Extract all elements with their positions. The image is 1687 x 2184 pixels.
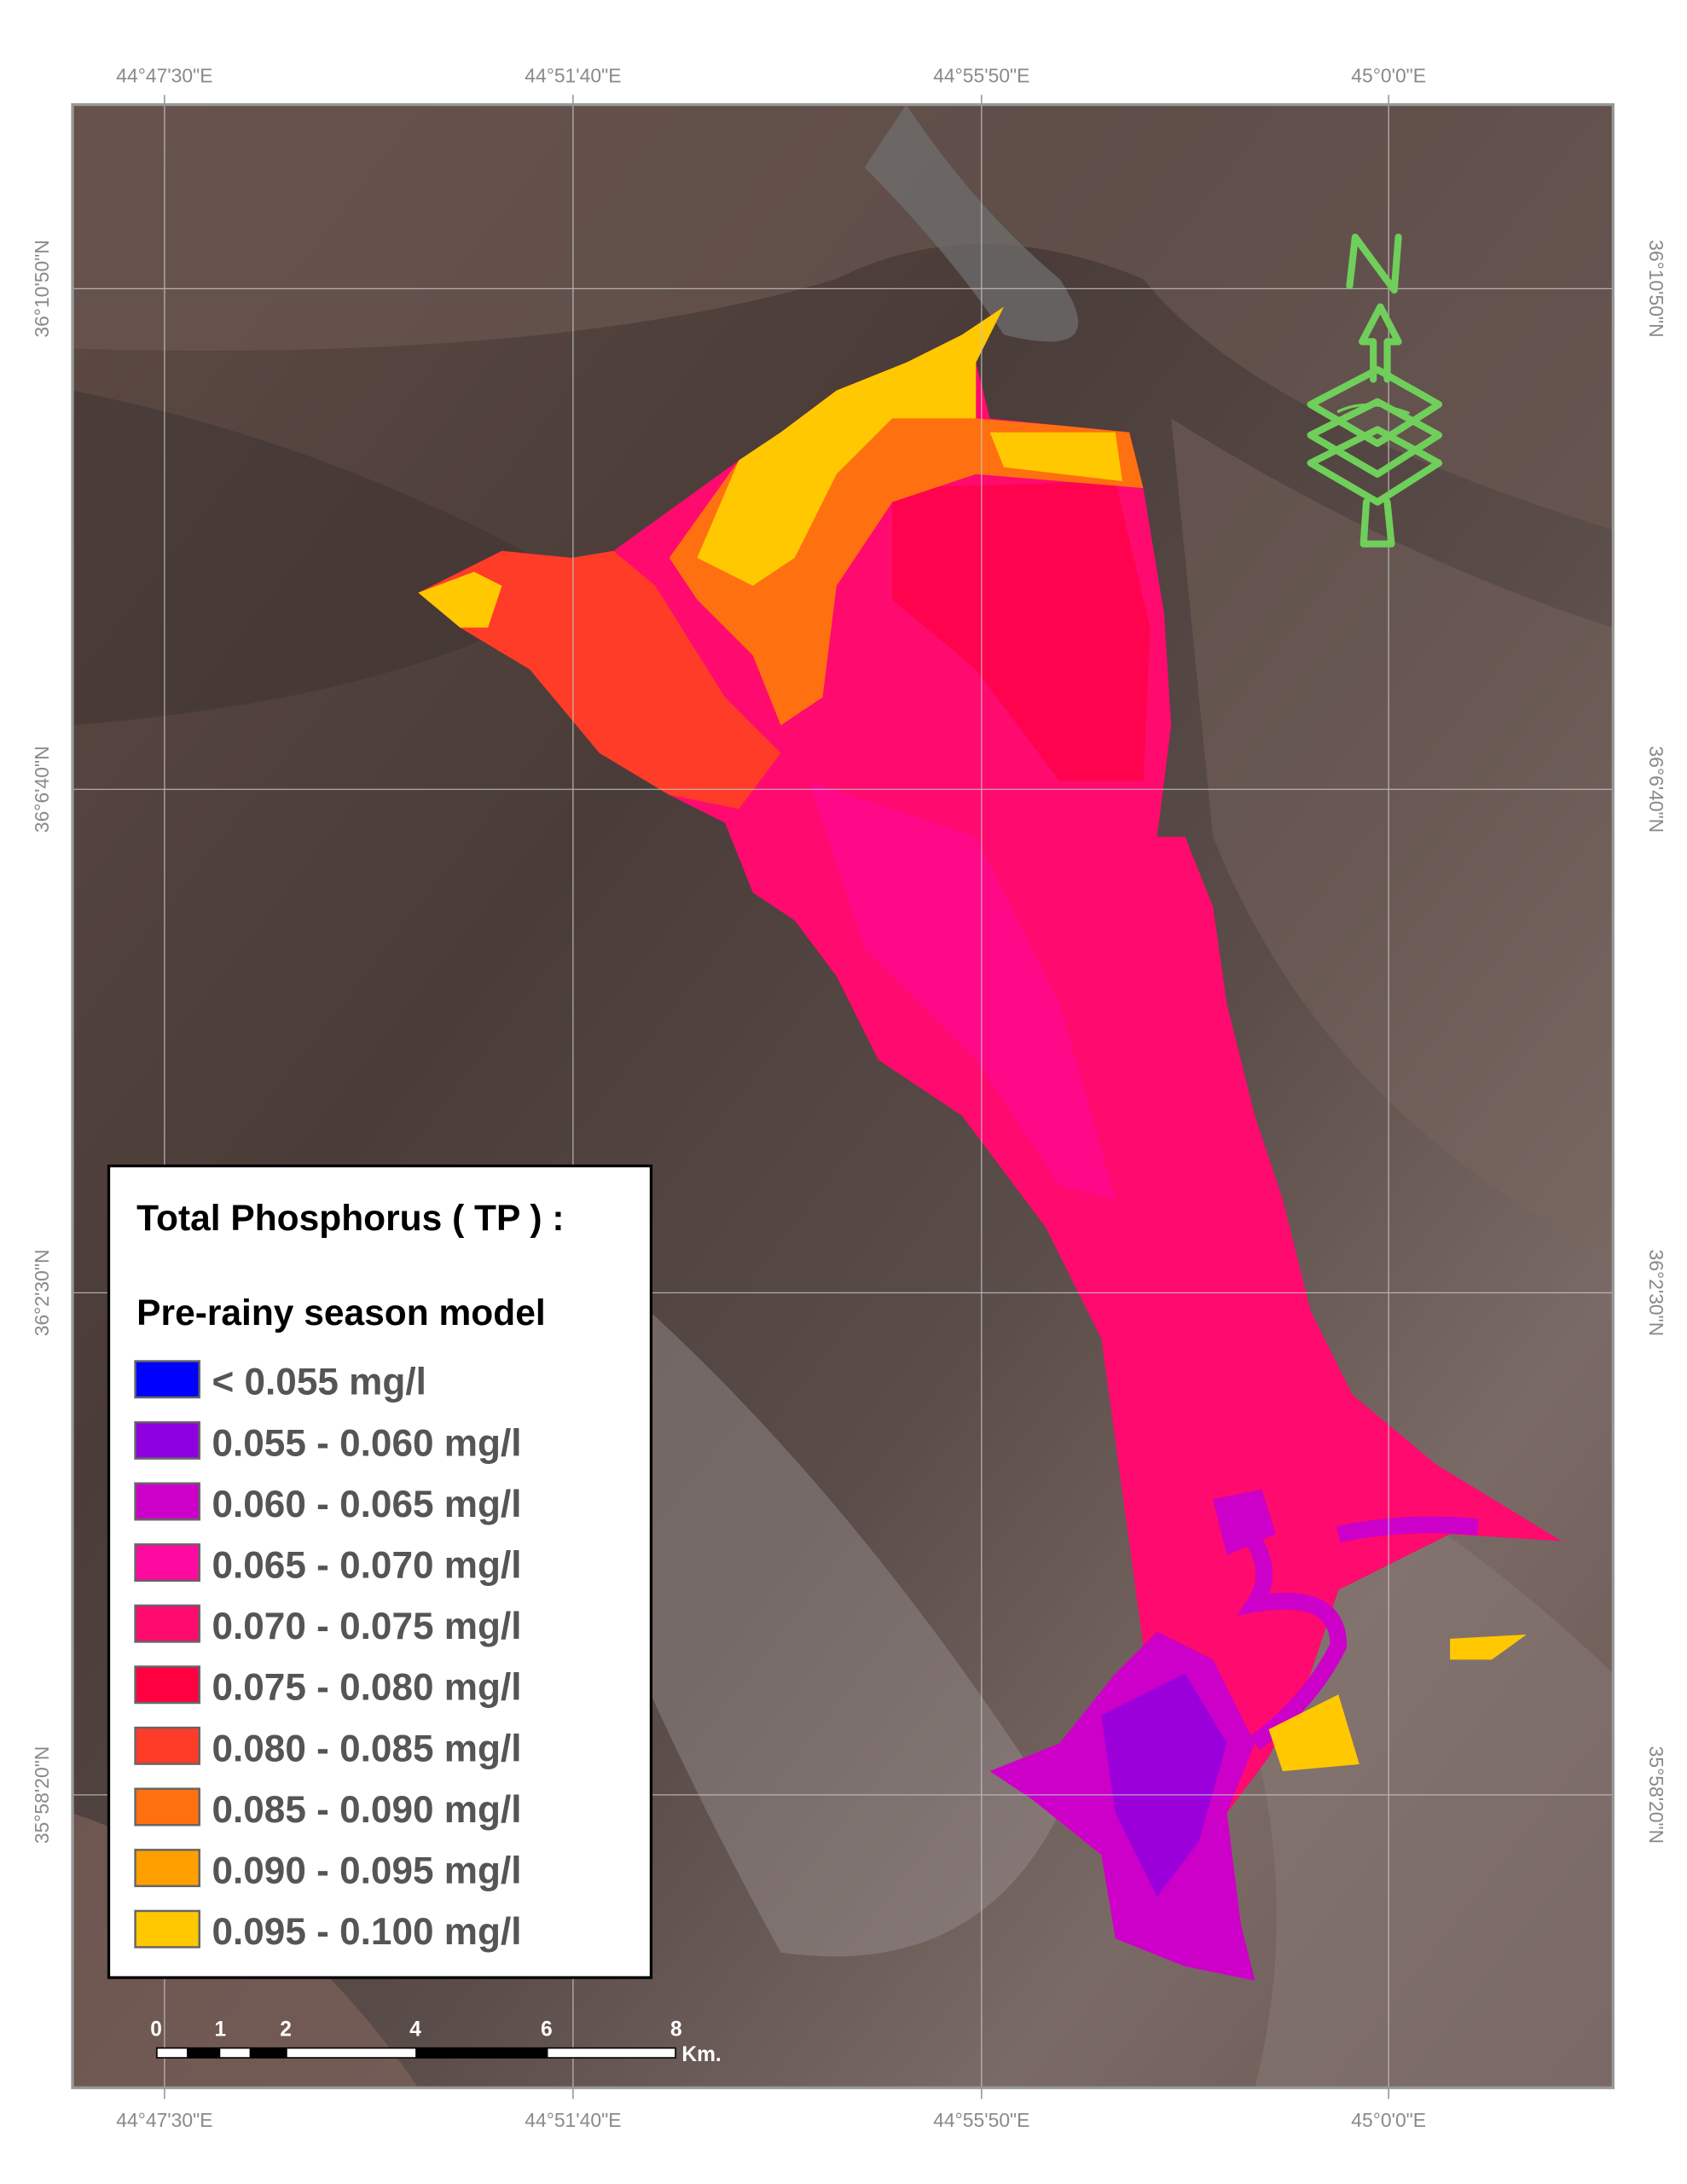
- lake-class-0.075-0.080: [892, 480, 1151, 781]
- legend-swatch: [134, 1482, 200, 1521]
- legend-subtitle: Pre-rainy season model: [136, 1293, 545, 1333]
- legend-item: 0.090 - 0.095 mg/l: [134, 1849, 522, 1892]
- map-frame: [71, 102, 1615, 2089]
- top-longitude-labels: 44°47'30"E 44°51'40"E 44°55'50"E 45°0'0"…: [116, 64, 1426, 86]
- legend-swatch: [134, 1787, 200, 1827]
- lake-class-0.060-0.065-river: [1220, 1500, 1479, 1751]
- legend-swatch: [134, 1665, 200, 1705]
- right-latitude-labels: 36°10'50"N 36°6'40"N 36°2'30"N 35°58'20"…: [1645, 240, 1667, 1844]
- scale-unit: Km.: [681, 2043, 721, 2066]
- legend-item: 0.080 - 0.085 mg/l: [134, 1726, 522, 1769]
- legend-label: < 0.055 mg/l: [212, 1362, 426, 1403]
- legend-label: 0.065 - 0.070 mg/l: [212, 1545, 521, 1587]
- latitude-label: 36°10'50"N: [1645, 240, 1667, 338]
- legend-item: 0.060 - 0.065 mg/l: [134, 1482, 522, 1525]
- scale-tick-label: 6: [541, 2018, 553, 2042]
- legend-swatch: [134, 1420, 200, 1460]
- latitude-label: 36°6'40"N: [1645, 746, 1667, 833]
- latitude-label: 35°58'20"N: [1645, 1746, 1667, 1844]
- left-latitude-labels: 36°10'50"N 36°6'40"N 36°2'30"N 35°58'20"…: [31, 240, 53, 1844]
- legend-swatch: [134, 1360, 200, 1399]
- legend-label: 0.055 - 0.060 mg/l: [212, 1422, 521, 1464]
- lake-class-0.095-0.100-southeast: [1268, 1634, 1528, 1772]
- legend-label: 0.070 - 0.075 mg/l: [212, 1606, 521, 1647]
- scale-tick-label: 1: [214, 2018, 226, 2042]
- longitude-label: 45°0'0"E: [1351, 64, 1426, 86]
- frame-ticks: [164, 95, 1389, 2100]
- longitude-label: 45°0'0"E: [1351, 2109, 1426, 2131]
- legend-item: 0.075 - 0.080 mg/l: [134, 1665, 522, 1709]
- scale-tick-label: 2: [280, 2018, 292, 2042]
- legend-label: 0.080 - 0.085 mg/l: [212, 1728, 521, 1769]
- legend-item: 0.055 - 0.060 mg/l: [134, 1420, 522, 1464]
- legend-item: 0.085 - 0.090 mg/l: [134, 1787, 522, 1831]
- scale-tick-label: 0: [150, 2018, 162, 2042]
- legend-item: 0.065 - 0.070 mg/l: [134, 1543, 522, 1587]
- longitude-label: 44°51'40"E: [525, 64, 621, 86]
- lake-class-0.065-0.070: [809, 781, 1116, 1199]
- latitude-label: 36°2'30"N: [1645, 1250, 1667, 1337]
- longitude-label: 44°51'40"E: [525, 2109, 621, 2131]
- legend-label: 0.075 - 0.080 mg/l: [212, 1667, 521, 1709]
- legend: Total Phosphorus ( TP ) : Pre-rainy seas…: [107, 1165, 653, 1979]
- latitude-label: 36°6'40"N: [31, 746, 53, 833]
- legend-swatch: [134, 1726, 200, 1765]
- lake-class-0.055-0.060-south: [1101, 1673, 1227, 1897]
- lake-class-0.060-0.065-upper: [1213, 1489, 1276, 1555]
- legend-item: 0.095 - 0.100 mg/l: [134, 1909, 522, 1953]
- lake-tp-classification: [418, 306, 1562, 1981]
- scale-tick-label: 4: [409, 2018, 421, 2042]
- legend-swatch: [134, 1543, 200, 1583]
- latitude-label: 36°10'50"N: [31, 240, 53, 338]
- legend-label: 0.090 - 0.095 mg/l: [212, 1850, 521, 1892]
- scale-bar: 0 1 2 4 6 8 Km.: [150, 2018, 721, 2066]
- scale-tick-label: 8: [670, 2018, 682, 2042]
- longitude-label: 44°55'50"E: [933, 64, 1029, 86]
- legend-label: 0.060 - 0.065 mg/l: [212, 1484, 521, 1525]
- legend-title: Total Phosphorus ( TP ) :: [136, 1199, 564, 1239]
- longitude-label: 44°55'50"E: [933, 2109, 1029, 2131]
- longitude-label: 44°47'30"E: [116, 64, 212, 86]
- lake-class-0.080-0.085: [418, 550, 781, 810]
- legend-label: 0.085 - 0.090 mg/l: [212, 1789, 521, 1831]
- lake-class-0.095-0.100: [697, 306, 1004, 586]
- legend-item: < 0.055 mg/l: [134, 1360, 426, 1403]
- bottom-longitude-labels: 44°47'30"E 44°51'40"E 44°55'50"E 45°0'0"…: [116, 2109, 1426, 2131]
- lake-class-0.095-0.100-east: [989, 432, 1122, 481]
- latitude-label: 36°2'30"N: [31, 1250, 53, 1337]
- north-arrow-layers-icon: [1307, 233, 1443, 548]
- legend-swatch: [134, 1909, 200, 1949]
- legend-swatch: [134, 1604, 200, 1643]
- legend-label: 0.095 - 0.100 mg/l: [212, 1911, 521, 1953]
- latitude-label: 35°58'20"N: [31, 1746, 53, 1844]
- legend-item: 0.070 - 0.075 mg/l: [134, 1604, 522, 1647]
- legend-swatch: [134, 1849, 200, 1888]
- longitude-label: 44°47'30"E: [116, 2109, 212, 2131]
- lake-class-0.095-0.100-west: [418, 572, 502, 628]
